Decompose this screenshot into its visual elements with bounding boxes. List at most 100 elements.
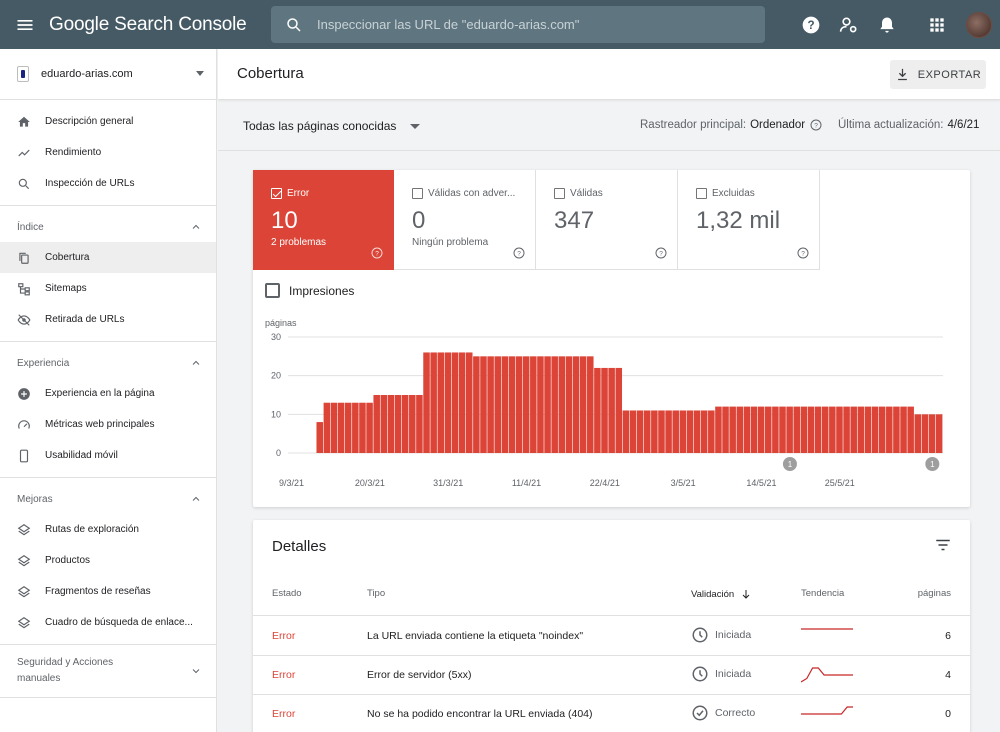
chart-bar [551,356,558,453]
chart-bar [693,410,701,453]
nav-item-url-inspection[interactable]: Inspección de URLs [0,168,216,199]
x-tick-label: 3/5/21 [671,478,696,488]
chart-bar [765,406,772,453]
nav-item-label: Usabilidad móvil [45,450,118,461]
table-header: Estado Tipo Validación Tendencia páginas [253,582,970,616]
chart-bar [651,410,658,453]
chart-bar [487,356,494,453]
help-outline-icon[interactable]: ? [810,119,822,131]
table-row[interactable]: Error No se ha podido encontrar la URL e… [253,695,970,732]
chevron-up-icon [192,224,200,229]
search-input[interactable] [317,17,737,32]
section-title: Seguridad y Acciones manuales [17,657,114,684]
help-outline-icon[interactable]: ? [655,247,667,259]
pages-filter-select[interactable]: Todas las páginas conocidas [243,119,421,133]
col-status[interactable]: Estado [272,588,302,599]
chart-bar [579,356,587,453]
chart-bar [864,406,872,453]
chart-bar [451,352,459,453]
help-outline-icon[interactable]: ? [797,247,809,259]
chart-bar [772,406,779,453]
url-inspect-search[interactable] [271,6,765,43]
table-row[interactable]: Error Error de servidor (5xx) Iniciada 4 [253,656,970,695]
enhancements-section: Mejoras Rutas de exploración Productos F… [0,478,216,645]
apps-button[interactable] [918,0,956,49]
nav-item-sitemaps[interactable]: Sitemaps [0,273,216,304]
person-settings-icon [839,17,857,32]
property-selector[interactable]: eduardo-arias.com [0,49,216,100]
chart-bar [530,356,537,453]
section-header-enhancements[interactable]: Mejoras [0,484,216,514]
filter-row: Todas las páginas conocidas Rastreador p… [218,101,1000,151]
chart-bar [686,410,694,453]
chart-bar [928,414,936,453]
row-validation-label: Iniciada [715,668,752,680]
export-button[interactable]: EXPORTAR [890,60,986,89]
nav-item-page-experience[interactable]: Experiencia en la página [0,378,216,409]
account-avatar[interactable] [966,11,992,38]
row-pages: 0 [945,708,951,720]
nav-item-label: Rutas de exploración [45,524,139,535]
nav-item-review-snippets[interactable]: Fragmentos de reseñas [0,576,216,607]
search-icon [18,178,30,189]
updated-value: 4/6/21 [947,119,980,131]
col-type[interactable]: Tipo [367,588,386,599]
nav-item-removals[interactable]: Retirada de URLs [0,304,216,335]
section-header-security[interactable]: Seguridad y Acciones manuales [0,651,216,691]
col-validation[interactable]: Validación [691,588,752,600]
tile-excluded[interactable]: Excluidas 1,32 mil ? [678,170,820,270]
details-card: Detalles Estado Tipo Validación Tendenci… [253,520,970,732]
row-trend-sparkline [801,706,853,715]
chart-bar [494,356,501,453]
chart-bar [672,410,679,453]
chart-bar [473,356,480,453]
nav-item-performance[interactable]: Rendimiento [0,137,216,168]
help-button[interactable]: ? [792,0,830,49]
nav-item-overview[interactable]: Descripción general [0,106,216,137]
nav-item-coverage[interactable]: Cobertura [0,242,216,273]
impressions-label: Impresiones [289,283,355,298]
col-pages[interactable]: páginas [917,588,951,599]
nav-item-label: Fragmentos de reseñas [45,586,151,597]
status-tiles: Error 10 2 problemas ? Válidas con adver… [253,170,820,270]
chart-bar [886,406,893,453]
chart-bar [850,406,857,453]
table-row[interactable]: Error La URL enviada contiene la etiquet… [253,617,970,656]
notifications-button[interactable] [868,0,906,49]
nav-item-breadcrumbs[interactable]: Rutas de exploración [0,514,216,545]
section-title: Experiencia [17,357,70,369]
help-outline-icon[interactable]: ? [371,247,383,259]
manage-users-button[interactable] [830,0,868,49]
row-validation: Iniciada [691,626,751,644]
chart-bar [736,406,744,453]
app-logo[interactable]: Google Search Console [49,14,247,36]
section-header-index[interactable]: Índice [0,212,216,242]
x-tick-label: 14/5/21 [746,478,776,488]
sparkline-line [801,667,853,683]
tile-valid[interactable]: Válidas 347 ? [536,170,678,270]
layers-icon [17,616,31,628]
chart-bar [836,406,843,453]
chart-bar [316,422,323,453]
tile-error[interactable]: Error 10 2 problemas ? [253,170,394,270]
row-pages: 6 [945,630,951,642]
nav-item-sitelinks-searchbox[interactable]: Cuadro de búsqueda de enlace... [0,607,216,638]
nav-item-mobile-usability[interactable]: Usabilidad móvil [0,440,216,471]
help-outline-icon[interactable]: ? [513,247,525,259]
impressions-toggle[interactable]: Impresiones [265,283,354,298]
col-trend[interactable]: Tendencia [801,588,845,599]
chart-bar [330,402,338,453]
nav-item-core-web-vitals[interactable]: Métricas web principales [0,409,216,440]
filter-list-icon[interactable] [934,536,952,554]
search-icon [287,17,301,32]
menu-button[interactable] [0,0,49,49]
chart-bar [465,352,473,453]
tile-valid-warnings[interactable]: Válidas con adver... 0 Ningún problema ? [394,170,536,270]
chart-bar [708,410,715,453]
security-section: Seguridad y Acciones manuales [0,645,216,698]
svg-text:?: ? [517,251,521,258]
checkbox-icon [412,188,423,199]
section-header-experience[interactable]: Experiencia [0,348,216,378]
nav-item-products[interactable]: Productos [0,545,216,576]
download-icon [897,68,907,81]
